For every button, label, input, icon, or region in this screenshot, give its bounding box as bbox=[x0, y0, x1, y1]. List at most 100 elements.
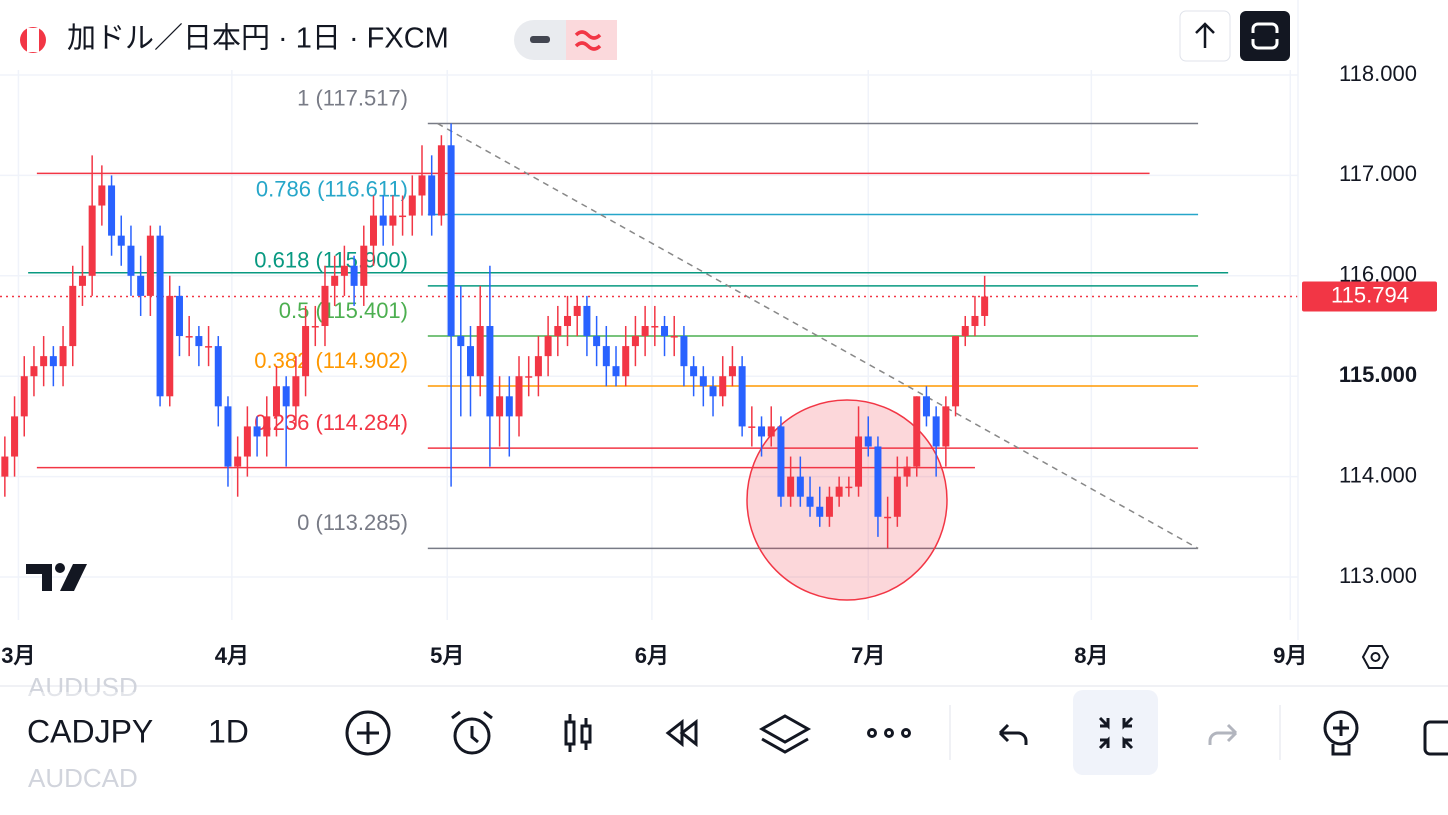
candle-body bbox=[864, 436, 872, 447]
add-icon bbox=[357, 722, 379, 744]
candle-body bbox=[835, 486, 843, 497]
interval-button[interactable]: 1D bbox=[208, 713, 249, 749]
candle-body bbox=[758, 426, 766, 437]
chart-type-icon bbox=[580, 724, 592, 744]
y-tick-label: 118.000 bbox=[1339, 61, 1417, 86]
candle-body bbox=[272, 386, 280, 417]
x-tick-label: 7月 bbox=[851, 643, 885, 668]
fib-label: 0.382 (114.902) bbox=[254, 348, 408, 373]
candle-body bbox=[127, 245, 135, 276]
candle-body bbox=[331, 275, 339, 286]
candle-body bbox=[30, 366, 38, 377]
candle-body bbox=[593, 336, 601, 347]
candle-body bbox=[913, 396, 921, 467]
add-icon[interactable] bbox=[345, 710, 391, 756]
x-tick-label: 5月 bbox=[430, 643, 464, 668]
candle-body bbox=[224, 406, 232, 467]
redo-icon[interactable] bbox=[1208, 723, 1238, 745]
candle-body bbox=[98, 185, 106, 206]
candle-body bbox=[952, 336, 960, 407]
fullscreen-icon bbox=[1250, 33, 1280, 39]
candle-body bbox=[961, 326, 969, 337]
candle-body bbox=[554, 326, 562, 337]
candle-body bbox=[243, 426, 251, 457]
fib-label: 0.5 (115.401) bbox=[279, 298, 408, 323]
x-tick-label: 9月 bbox=[1273, 643, 1307, 668]
candle-body bbox=[709, 386, 717, 397]
candle-body bbox=[117, 235, 125, 246]
candle-body bbox=[602, 346, 610, 367]
chart-type-icon[interactable] bbox=[564, 720, 576, 746]
candle-body bbox=[728, 366, 736, 377]
y-tick-label: 114.000 bbox=[1339, 462, 1417, 487]
chart-type-icon bbox=[568, 714, 588, 752]
candle-body bbox=[787, 476, 795, 497]
candle-body bbox=[525, 376, 533, 378]
candle-body bbox=[302, 326, 310, 377]
candle-body bbox=[573, 305, 581, 316]
undo-icon[interactable] bbox=[998, 723, 1028, 745]
candle-body bbox=[738, 366, 746, 427]
alert-icon bbox=[451, 710, 493, 744]
ghost-symbol: AUDCAD bbox=[28, 763, 138, 793]
candle-body bbox=[437, 145, 445, 216]
x-tick-label: 6月 bbox=[635, 643, 669, 668]
fade bbox=[0, 692, 180, 767]
replay-icon[interactable] bbox=[665, 718, 698, 748]
y-tick-label: 117.000 bbox=[1339, 161, 1417, 186]
candle-body bbox=[340, 265, 348, 276]
candle-body bbox=[641, 326, 649, 337]
x-tick-label: 3月 bbox=[1, 643, 35, 668]
candle-body bbox=[88, 205, 96, 276]
candle-body bbox=[622, 346, 630, 377]
candle-body bbox=[146, 235, 154, 296]
candle-body bbox=[855, 436, 863, 487]
candle-body bbox=[534, 356, 542, 377]
candle-body bbox=[583, 305, 591, 337]
candle-body bbox=[11, 416, 19, 457]
candle-body bbox=[156, 235, 164, 397]
candle-body bbox=[214, 346, 222, 407]
candle-body bbox=[874, 446, 882, 517]
candle-body bbox=[922, 396, 930, 417]
candle-body bbox=[369, 215, 377, 246]
candle-body bbox=[515, 376, 523, 417]
ghost-symbol: AUDUSD bbox=[28, 672, 138, 702]
candle-body bbox=[777, 426, 785, 497]
candle-body bbox=[175, 295, 183, 337]
flag-icon bbox=[27, 28, 39, 52]
candle-body bbox=[942, 406, 950, 447]
candle-body bbox=[253, 426, 261, 437]
candle-body bbox=[670, 336, 678, 338]
x-tick-label: 4月 bbox=[215, 643, 249, 668]
status-icon bbox=[574, 30, 602, 51]
candle-body bbox=[651, 326, 659, 328]
candle-body bbox=[389, 215, 397, 226]
candle-body bbox=[20, 376, 28, 417]
compress-button[interactable] bbox=[1073, 690, 1158, 775]
ideas-icon[interactable] bbox=[1323, 710, 1448, 756]
candle-body bbox=[748, 426, 756, 428]
grid bbox=[0, 70, 1298, 620]
candle-body bbox=[932, 416, 940, 447]
fib-label: 0.786 (116.611) bbox=[256, 176, 408, 201]
alert-icon[interactable] bbox=[453, 717, 491, 755]
candle-body bbox=[379, 215, 387, 226]
candle-body bbox=[282, 386, 290, 407]
compress-icon bbox=[1098, 716, 1134, 750]
candle-body bbox=[234, 456, 242, 467]
candle-body bbox=[59, 346, 67, 367]
layers-icon[interactable] bbox=[758, 714, 812, 754]
symbol-button[interactable]: CADJPY bbox=[27, 713, 153, 749]
trend-line bbox=[437, 122, 1199, 550]
candle-body bbox=[699, 376, 707, 387]
candle-body bbox=[486, 326, 494, 417]
candle-body bbox=[767, 426, 775, 437]
candle-body bbox=[418, 175, 426, 196]
candle-body bbox=[408, 195, 416, 216]
candle-body bbox=[631, 336, 639, 347]
settings-icon[interactable] bbox=[1361, 645, 1390, 669]
candle-body bbox=[496, 396, 504, 417]
y-tick-label: 115.000 bbox=[1339, 362, 1417, 387]
candle-body bbox=[680, 336, 688, 367]
